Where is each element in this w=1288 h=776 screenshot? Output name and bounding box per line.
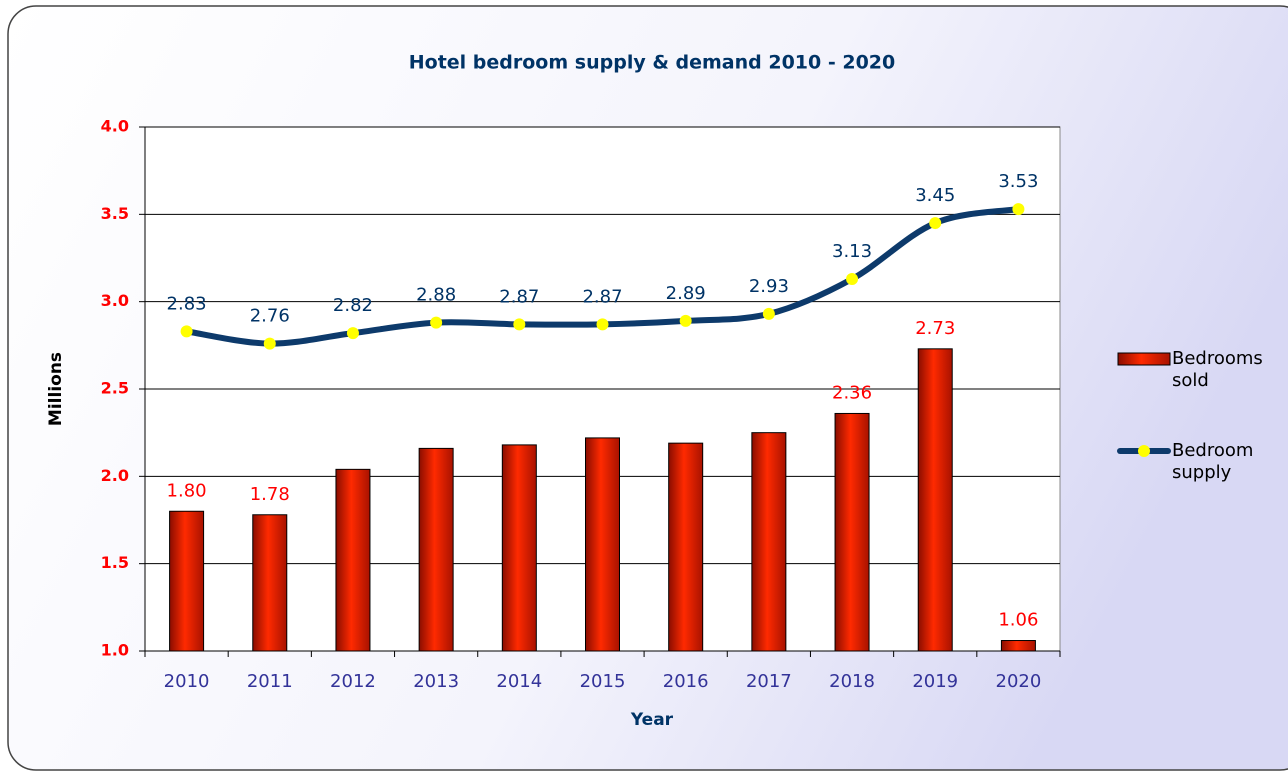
bar (252, 514, 288, 652)
marker (513, 318, 526, 331)
marker (180, 325, 193, 338)
marker (762, 307, 775, 320)
x-tick-label: 2017 (746, 671, 792, 692)
data-label: 2.76 (250, 306, 290, 327)
bar (335, 468, 371, 652)
data-label: 1.06 (998, 610, 1038, 631)
marker (1012, 203, 1025, 216)
marker (929, 217, 942, 230)
bar (418, 447, 454, 652)
data-label: 2.87 (582, 286, 622, 307)
legend-label: Bedroom supply (1172, 440, 1254, 483)
x-tick-label: 2019 (912, 671, 958, 692)
legend-swatch (1117, 352, 1171, 366)
data-label: 2.82 (333, 295, 373, 316)
x-tick-label: 2016 (663, 671, 709, 692)
bar (1000, 640, 1036, 652)
x-tick-label: 2010 (164, 671, 210, 692)
chart-title: Hotel bedroom supply & demand 2010 - 202… (409, 52, 896, 74)
marker (263, 337, 276, 350)
x-tick-label: 2020 (996, 671, 1042, 692)
bar (668, 442, 704, 652)
marker (596, 318, 609, 331)
y-tick-label: 3.5 (101, 204, 129, 223)
legend-marker (1138, 445, 1150, 457)
x-axis-title: Year (630, 710, 674, 730)
marker (430, 316, 443, 329)
bar (834, 412, 870, 652)
data-label: 2.83 (167, 293, 207, 314)
x-tick-label: 2013 (413, 671, 459, 692)
bar (917, 348, 953, 652)
y-tick-label: 2.5 (101, 379, 129, 398)
data-label: 2.93 (749, 276, 789, 297)
x-tick-label: 2014 (496, 671, 542, 692)
y-tick-label: 3.0 (101, 291, 129, 310)
bar (501, 444, 537, 652)
y-tick-label: 1.5 (101, 553, 129, 572)
legend-label: Bedrooms sold (1172, 348, 1263, 391)
x-tick-label: 2011 (247, 671, 293, 692)
data-label: 2.87 (499, 286, 539, 307)
marker (679, 314, 692, 327)
data-label: 3.53 (998, 171, 1038, 192)
marker (346, 327, 359, 340)
y-tick-label: 1.0 (101, 641, 129, 660)
marker (846, 272, 859, 285)
data-label: 2.89 (666, 283, 706, 304)
x-tick-label: 2015 (580, 671, 626, 692)
x-tick-label: 2018 (829, 671, 875, 692)
data-label: 2.73 (915, 318, 955, 339)
data-label: 3.45 (915, 185, 955, 206)
bar (169, 510, 205, 652)
data-label: 1.80 (167, 480, 207, 501)
data-label: 2.88 (416, 285, 456, 306)
data-label: 2.36 (832, 382, 872, 403)
bar (585, 437, 620, 652)
data-label: 3.13 (832, 241, 872, 262)
x-tick-label: 2012 (330, 671, 376, 692)
y-tick-label: 4.0 (101, 117, 129, 136)
y-axis-title: Millions (46, 352, 66, 426)
data-label: 1.78 (250, 484, 290, 505)
y-tick-label: 2.0 (101, 466, 129, 485)
bar (751, 432, 787, 652)
